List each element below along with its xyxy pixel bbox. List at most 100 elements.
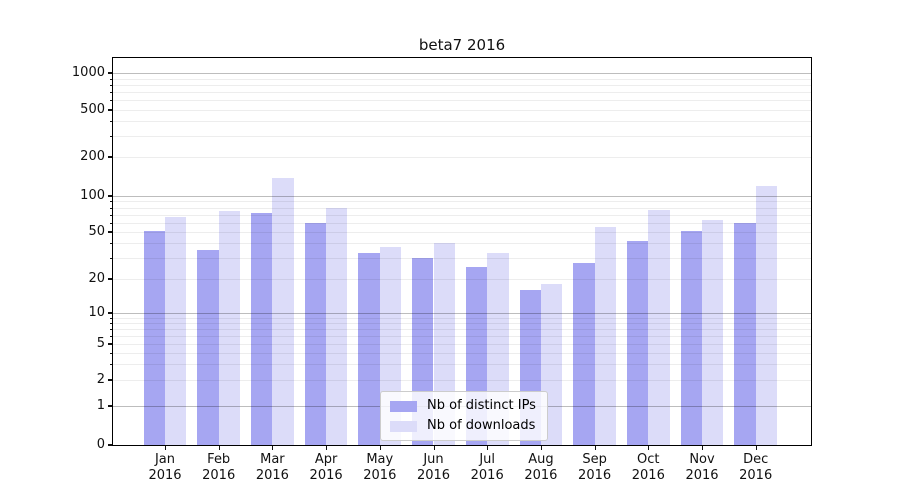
gridline-minor (113, 364, 811, 366)
bar-downloads (648, 210, 670, 445)
y-tick-minor (110, 328, 112, 330)
gridline-minor (113, 84, 811, 86)
bar-downloads (755, 185, 778, 445)
y-tick-label: 10 (88, 305, 105, 320)
y-tick-minor (110, 207, 112, 209)
gridline-minor (113, 344, 811, 345)
x-tick (379, 446, 381, 450)
y-tick (108, 231, 112, 233)
x-tick-label: Jul 2016 (470, 452, 504, 483)
x-tick-label: Sep 2016 (578, 452, 612, 483)
bar-distinct-ips (358, 253, 380, 445)
y-tick-minor (110, 317, 112, 319)
y-tick-minor (110, 201, 112, 203)
bar-distinct-ips (197, 250, 219, 445)
gridline-minor (113, 380, 811, 381)
y-tick-minor (110, 222, 112, 224)
y-tick-minor (110, 99, 112, 101)
y-tick-minor (110, 322, 112, 324)
x-tick (218, 446, 220, 450)
x-tick (165, 446, 166, 450)
x-tick (702, 446, 703, 450)
bar-distinct-ips (304, 222, 327, 445)
y-tick (108, 312, 112, 314)
bar-downloads (165, 216, 187, 445)
y-tick-label: 50 (88, 224, 105, 239)
bar-downloads (702, 220, 724, 445)
gridline-minor (113, 257, 811, 259)
gridline-major (113, 73, 811, 74)
y-tick-minor (110, 243, 112, 245)
y-tick-minor (110, 364, 112, 366)
gridline-minor (113, 207, 811, 209)
x-tick-label: Mar 2016 (255, 452, 289, 483)
x-tick-label: Jan 2016 (148, 452, 182, 483)
x-tick-label: Feb 2016 (202, 452, 236, 483)
y-tick-minor (110, 91, 112, 93)
gridline-minor (113, 328, 811, 330)
y-tick (108, 195, 112, 197)
y-tick-label: 0 (96, 437, 105, 452)
y-tick (108, 156, 112, 158)
x-tick (755, 446, 757, 450)
bar-downloads (594, 227, 616, 445)
gridline-minor (113, 121, 811, 123)
gridline-minor (113, 214, 811, 216)
gridline-minor (113, 352, 811, 354)
x-tick-label: Jun 2016 (416, 452, 451, 483)
bar-distinct-ips (626, 240, 649, 445)
y-tick (108, 379, 112, 381)
legend-swatch-distinct-ips (390, 400, 417, 412)
legend: Nb of distinct IPs Nb of downloads (380, 391, 548, 441)
chart-title: beta7 2016 (418, 36, 506, 54)
x-tick (594, 446, 596, 450)
x-tick-label: Nov 2016 (685, 452, 719, 483)
bar-distinct-ips (143, 230, 165, 445)
y-tick (108, 444, 112, 446)
y-tick-minor (110, 352, 112, 354)
gridline-minor (113, 278, 811, 280)
y-tick-minor (110, 121, 112, 123)
gridline-major (113, 313, 811, 314)
bar-downloads (272, 177, 294, 445)
gridline-minor (113, 201, 811, 203)
y-tick-minor (110, 257, 112, 259)
y-tick-label: 200 (80, 149, 105, 164)
gridline-minor (113, 243, 811, 245)
bar-downloads (218, 210, 241, 445)
bar-distinct-ips (251, 213, 273, 445)
x-tick (648, 446, 650, 450)
y-tick (108, 343, 112, 345)
y-tick-label: 2 (96, 372, 105, 387)
y-tick (108, 405, 112, 407)
x-tick-label: Aug 2016 (524, 452, 558, 483)
x-tick (272, 446, 274, 450)
y-tick-minor (110, 214, 112, 216)
gridline-minor (113, 335, 811, 337)
x-tick-label: May 2016 (363, 452, 397, 483)
legend-label-distinct-ips: Nb of distinct IPs (427, 398, 536, 413)
y-tick-label: 100 (80, 188, 105, 203)
y-tick-minor (110, 84, 112, 86)
x-tick (540, 446, 542, 450)
gridline-minor (113, 222, 811, 224)
y-tick-label: 20 (88, 270, 105, 286)
x-tick (433, 446, 435, 450)
x-tick-label: Oct 2016 (631, 452, 665, 483)
y-tick-minor (110, 78, 112, 80)
gridline-minor (113, 317, 811, 319)
x-tick-label: Apr 2016 (309, 452, 343, 483)
legend-item-downloads: Nb of downloads (390, 419, 536, 433)
y-tick (108, 108, 112, 111)
gridline-minor (113, 157, 811, 158)
bar-distinct-ips (734, 222, 756, 445)
y-tick-label: 1000 (71, 65, 105, 80)
bar-distinct-ips (680, 230, 702, 445)
gridline-major (113, 196, 811, 197)
y-tick-label: 1 (96, 398, 105, 413)
gridline-minor (113, 135, 811, 137)
x-tick-label: Dec 2016 (739, 452, 773, 483)
y-tick-minor (110, 335, 112, 337)
legend-item-distinct-ips: Nb of distinct IPs (390, 399, 536, 413)
